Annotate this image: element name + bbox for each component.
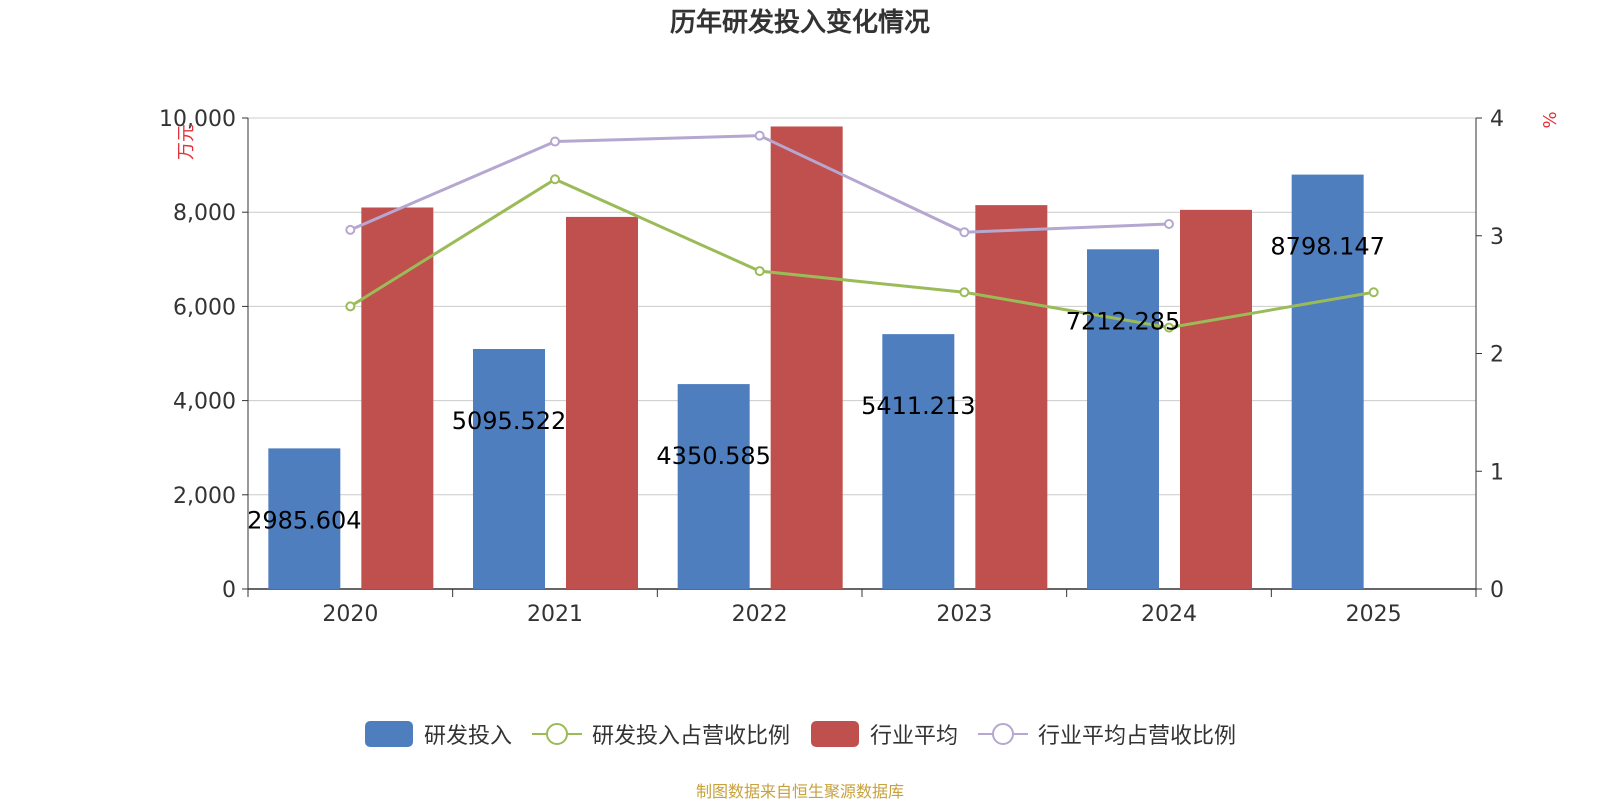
rd-ratio-point xyxy=(345,301,356,312)
left-axis-tick-label: 8,000 xyxy=(173,201,236,226)
rd-ratio-point xyxy=(1164,322,1174,333)
right-axis-tick-label: 2 xyxy=(1490,343,1504,368)
rd-ratio-line xyxy=(349,177,1374,330)
bar-rd xyxy=(677,384,750,589)
rd-ratio-point xyxy=(754,266,765,277)
left-axis-tick-label: 10,000 xyxy=(159,107,236,132)
bar-rd xyxy=(473,349,545,589)
data-label-rd: 4350.585 xyxy=(656,442,771,470)
rd-ratio-point xyxy=(959,287,970,298)
right-axis-tick-label: 4 xyxy=(1490,107,1504,132)
right-axis-tick-label: 3 xyxy=(1490,225,1504,250)
legend-item-industry-ratio[interactable]: 行业平均占营收比例 xyxy=(978,718,1236,750)
legend-item-industry[interactable]: 行业平均 xyxy=(810,718,958,750)
bar-industry xyxy=(1180,209,1252,589)
rd-ratio-point xyxy=(550,174,560,185)
legend-swatch-rd-bar xyxy=(364,721,413,747)
industry-ratio-point xyxy=(345,224,356,235)
left-axis-tick-label: 2,000 xyxy=(173,484,236,509)
data-label-rd: 7212.285 xyxy=(1066,307,1181,335)
data-label-rd: 2985.604 xyxy=(247,506,362,534)
data-label-rd: 5411.213 xyxy=(861,392,976,420)
x-axis-tick-label: 2021 xyxy=(527,602,583,627)
x-axis-tick-label: 2023 xyxy=(936,602,992,627)
left-axis-tick-label: 6,000 xyxy=(173,295,236,320)
source-note: 制图数据来自恒生聚源数据库 xyxy=(695,782,904,801)
bar-rd xyxy=(1087,249,1159,589)
industry-ratio-point xyxy=(550,136,560,147)
industry-ratio-point xyxy=(959,227,970,238)
data-label-rd: 5095.522 xyxy=(452,407,567,435)
chart-title: 历年研发投入变化情况 xyxy=(669,8,930,38)
bar-industry xyxy=(770,126,843,589)
legend-label-rd-ratio: 研发投入占营收比例 xyxy=(591,724,790,749)
left-axis-tick-label: 4,000 xyxy=(173,390,236,415)
legend-item-rd[interactable]: 研发投入 xyxy=(364,718,512,750)
right-axis-tick-label: 1 xyxy=(1490,460,1504,485)
legend-swatch-rd-ratio-line xyxy=(531,723,582,745)
bar-industry xyxy=(975,205,1048,589)
industry-ratio-point xyxy=(754,130,765,141)
bar-industry xyxy=(361,207,434,590)
legend-label-rd: 研发投入 xyxy=(423,724,512,749)
legend: 研发投入 研发投入占营收比例 行业平均 行业平均占营收比例 xyxy=(0,718,1600,750)
left-axis-tick-label: 0 xyxy=(222,578,236,603)
legend-swatch-industry-ratio-line xyxy=(978,723,1029,745)
bar-rd xyxy=(268,448,341,589)
data-label-rd: 8798.147 xyxy=(1270,233,1385,261)
legend-item-rd-ratio[interactable]: 研发投入占营收比例 xyxy=(531,718,790,750)
industry-ratio-point xyxy=(1164,218,1174,229)
bar-industry xyxy=(566,216,638,589)
rd-ratio-point xyxy=(1368,287,1379,298)
bar-rd xyxy=(1291,174,1364,589)
x-axis-tick-label: 2020 xyxy=(322,602,378,627)
left-axis-unit: 万元 xyxy=(176,124,197,160)
legend-label-industry: 行业平均 xyxy=(870,724,959,749)
x-axis-tick-label: 2024 xyxy=(1141,602,1197,627)
x-axis-tick-label: 2025 xyxy=(1346,602,1402,627)
x-axis-tick-label: 2022 xyxy=(732,602,788,627)
right-axis-unit: % xyxy=(1540,111,1561,128)
legend-swatch-industry-bar xyxy=(811,721,859,747)
legend-label-industry-ratio: 行业平均占营收比例 xyxy=(1038,724,1237,749)
bar-rd xyxy=(882,334,955,589)
right-axis-tick-label: 0 xyxy=(1490,578,1504,603)
